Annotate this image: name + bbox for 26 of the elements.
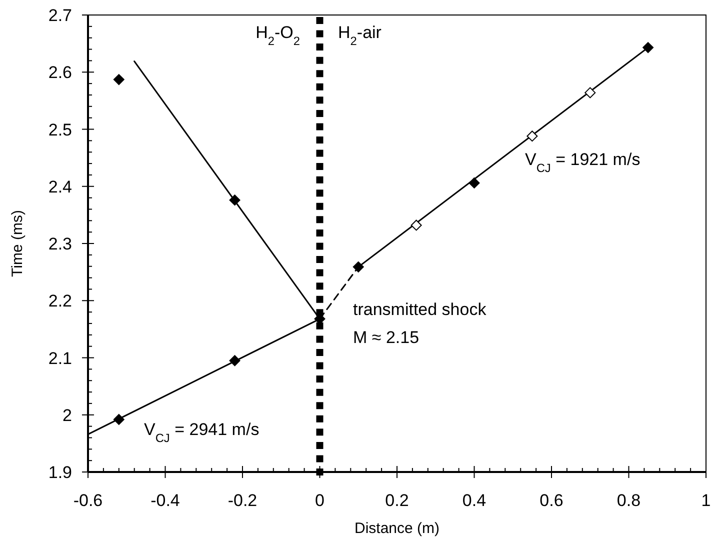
x-tick-label: -0.4 [150,491,180,510]
y-tick-label: 2.6 [48,63,72,82]
y-tick-label: 2.4 [48,177,72,196]
x-tick-label: 0.6 [540,491,564,510]
y-tick-label: 1.9 [48,463,72,482]
y-axis-title: Time (ms) [9,210,26,277]
x-tick-label: 0.2 [385,491,409,510]
x-tick-label: 0.4 [462,491,486,510]
annotation: M ≈ 2.15 [353,328,420,347]
y-tick-label: 2.7 [48,6,72,25]
y-tick-label: 2.1 [48,348,72,368]
x-axis-title: Distance (m) [354,520,440,537]
x-tick-label: 0 [315,491,324,510]
y-tick-label: 2.5 [48,120,72,140]
annotation: V$_{CJ}$ = 1921 m/s [525,150,640,175]
x-tick-label: 1 [701,491,711,510]
annotation: transmitted shock [353,300,487,319]
annotation: V$_{CJ}$ = 2941 m/s [144,420,260,445]
y-tick-label: 2.3 [48,234,72,254]
annotation: H$_{2}$-air [338,23,382,48]
y-tick-label: 2 [62,406,72,425]
x-tick-label: -0.2 [228,491,258,510]
annotation: H$_{2}$-O$_{2}$ [256,23,300,48]
x-tick-label: -0.6 [73,491,103,510]
y-tick-label: 2.2 [48,292,72,311]
x-tick-label: 0.8 [616,491,641,510]
